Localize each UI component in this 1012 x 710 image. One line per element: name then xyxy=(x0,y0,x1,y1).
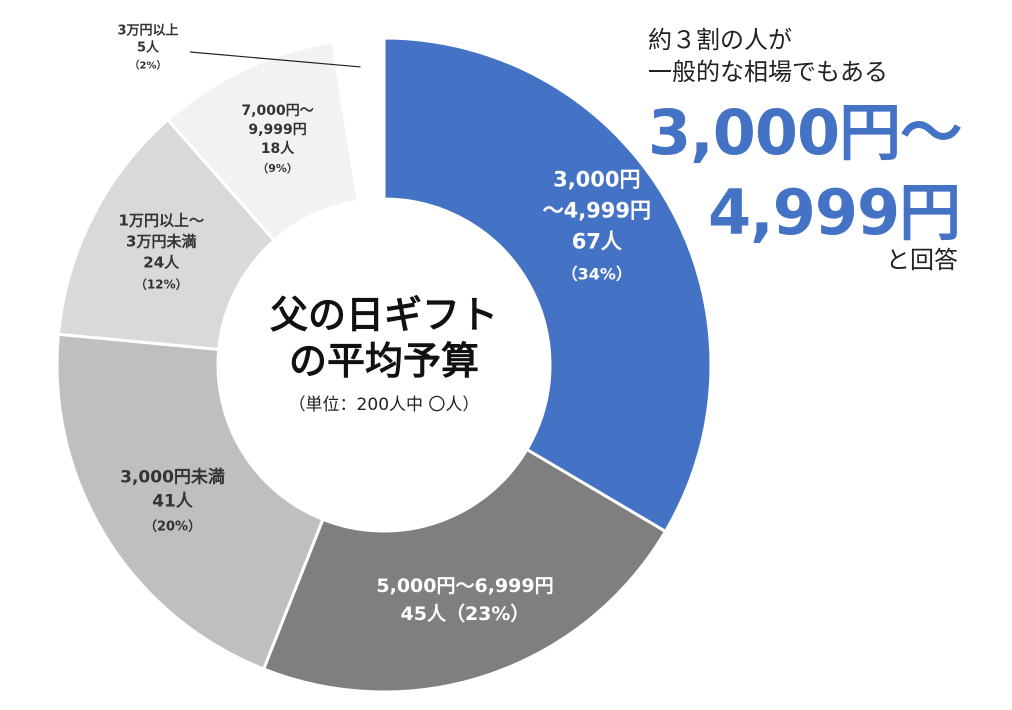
slice-label-5: 7,000円〜 9,999円 18人 （9%） xyxy=(241,103,313,175)
slice-label-line: 5,000円〜6,999円 xyxy=(376,575,553,597)
callout-line-2: 一般的な相場でもある xyxy=(648,58,888,86)
donut-slice-6 xyxy=(331,36,386,203)
slice-label-line: 1万円以上〜 xyxy=(119,211,204,229)
donut-slice-2 xyxy=(261,447,668,694)
slice-label-line: 41人 xyxy=(152,492,194,512)
center-label: 父の日ギフト の平均予算 （単位：200人中 〇人） xyxy=(270,293,498,415)
callout-highlight-2: 4,999円 xyxy=(708,176,961,249)
slice-label-line: 18人 xyxy=(261,140,295,157)
slice-label-line: （12%） xyxy=(135,276,188,291)
slices-layer xyxy=(55,36,713,694)
slice-label-line: 9,999円 xyxy=(248,122,306,138)
center-title-line-2: の平均予算 xyxy=(289,339,479,383)
slice-label-6: 3万円以上 5人 （2%） xyxy=(117,24,178,72)
slice-label-line: 3,000円未満 xyxy=(120,467,225,488)
slice-label-2: 5,000円〜6,999円 45人（23%） xyxy=(376,575,553,625)
slice-label-line: 3,000円 xyxy=(553,167,640,191)
slice-label-line: 67人 xyxy=(572,229,622,253)
slice-label-line: 45人（23%） xyxy=(401,602,530,625)
slice-label-line: （34%） xyxy=(562,264,632,283)
slice-label-line: 24人 xyxy=(143,253,180,271)
callout-tail: と回答 xyxy=(886,246,958,274)
slice-label-4: 1万円以上〜 3万円未満 24人 （12%） xyxy=(119,211,204,291)
donut-slice-1 xyxy=(382,36,713,534)
slice-label-line: （20%） xyxy=(144,519,201,535)
slice-label-line: 5人 xyxy=(137,40,160,56)
donut-slice-4 xyxy=(56,117,277,352)
donut-slice-3 xyxy=(55,332,325,671)
slice-label-3: 3,000円未満 41人 （20%） xyxy=(120,467,225,535)
center-unit-note: （単位：200人中 〇人） xyxy=(289,395,480,415)
leader-line xyxy=(189,51,361,68)
callout-highlight-1: 3,000円〜 xyxy=(648,96,962,169)
slice-label-line: 〜4,999円 xyxy=(543,198,651,222)
slice-label-1: 3,000円〜4,999円 67人 （34%） xyxy=(543,167,651,283)
slice-label-line: 3万円以上 xyxy=(117,24,178,39)
slice-label-line: 3万円未満 xyxy=(126,232,196,250)
callout-line-1: 約３割の人が xyxy=(648,26,792,54)
labels-layer: 3,000円〜4,999円 67人 （34%） 5,000円〜6,999円 45人（23… xyxy=(117,24,651,626)
donut-chart: 3,000円〜4,999円 67人 （34%） 5,000円〜6,999円 45人（23… xyxy=(55,24,713,694)
slice-label-line: （2%） xyxy=(130,59,167,72)
slice-label-line: （9%） xyxy=(257,162,298,175)
slice-label-line: 7,000円〜 xyxy=(241,103,313,119)
center-title-line-1: 父の日ギフト xyxy=(270,293,498,337)
